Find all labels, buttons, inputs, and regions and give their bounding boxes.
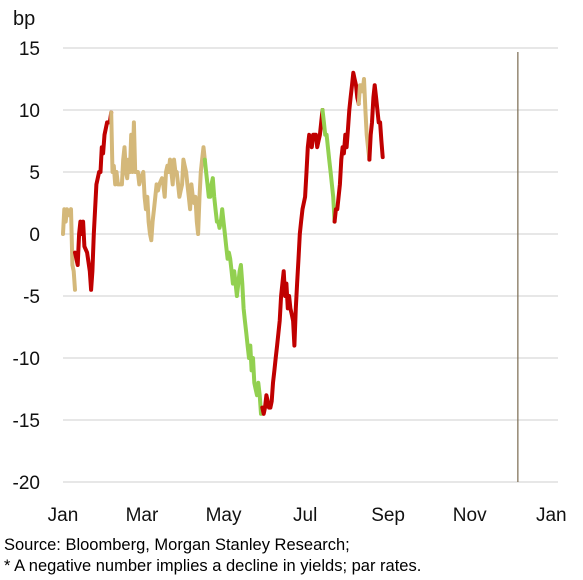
y-tick-label: 10 [19,101,40,122]
series-line-tan [61,207,77,292]
y-tick-label: 5 [29,163,40,184]
series-line-green [202,157,265,416]
y-tick-label: -20 [13,473,40,494]
series-lines [61,70,385,416]
series-line-red [367,83,385,162]
series-line-red [260,108,325,416]
x-tick-label: May [206,505,242,526]
y-axis-tick-labels: 15 10 5 0 -5 -10 -15 -20 [13,39,40,494]
y-tick-label: -5 [23,287,40,308]
series-line-green [320,108,337,224]
series-line-red [73,110,114,292]
y-axis-unit-label: bp [13,8,35,30]
footnote: * A negative number implies a decline in… [4,557,422,575]
y-tick-label: 15 [19,39,40,60]
y-tick-label: 0 [29,225,40,246]
y-tick-label: -15 [13,411,40,432]
series-line-tan [109,110,207,243]
x-axis-tick-labels: Jan Mar May Jul Sep Nov Jan [48,505,567,526]
x-tick-label: Jan [536,505,567,526]
x-tick-label: Jan [48,505,79,526]
x-tick-label: Mar [126,505,159,526]
x-tick-label: Sep [371,505,405,526]
y-tick-label: -10 [13,349,40,370]
source-note: Source: Bloomberg, Morgan Stanley Resear… [4,536,350,554]
x-tick-label: Nov [453,505,487,526]
x-tick-label: Jul [293,505,317,526]
series-line-tan [356,77,372,162]
gridlines [63,47,558,483]
series-line-red [332,70,361,224]
